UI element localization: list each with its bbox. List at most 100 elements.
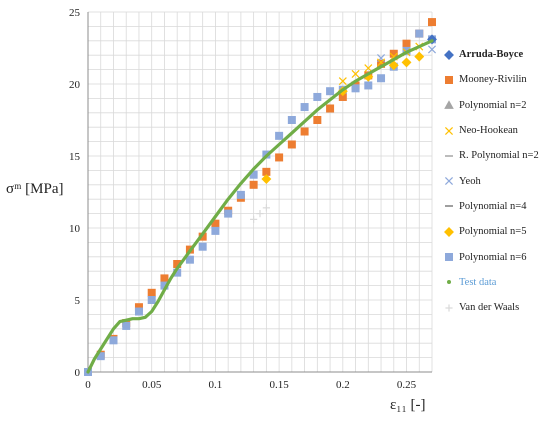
legend-label: Neo-Hookean	[459, 125, 518, 137]
data-point-polynomial-n-6	[109, 336, 118, 345]
y-tick-label: 10	[69, 223, 81, 235]
y-axis-label: σᵐ [MPa]	[6, 181, 64, 197]
data-point-polynomial-n-5	[414, 51, 425, 62]
data-point-polynomial-n-6	[249, 170, 258, 179]
y-tick-label: 25	[69, 7, 81, 19]
legend-item: R. Polynomial n=2	[442, 143, 550, 168]
data-point-mooney-rivilin	[198, 232, 207, 241]
data-point-polynomial-n-6	[224, 209, 233, 218]
legend-label: Polynomial n=5	[459, 226, 527, 238]
data-point-van-der-waals	[250, 215, 258, 223]
legend-item: Polynomial n=6	[442, 244, 550, 269]
y-tick-label: 20	[69, 79, 81, 91]
data-point-mooney-rivilin	[147, 288, 156, 297]
data-point-mooney-rivilin	[326, 104, 335, 113]
data-point-mooney-rivilin	[338, 92, 347, 101]
legend-label: Polynomial n=6	[459, 251, 527, 263]
legend-label: Test data	[459, 276, 497, 288]
data-point-mooney-rivilin	[300, 127, 309, 136]
legend-marker-triangle	[444, 100, 454, 110]
tick-labels: 0 0.05 0.1 0.15 0.2 0.25 0 5 10 15 20 25	[69, 7, 417, 391]
data-point-polynomial-n-6	[275, 131, 284, 140]
legend-label: Yeoh	[459, 175, 481, 187]
data-point-mooney-rivilin	[428, 18, 436, 27]
axes	[87, 12, 432, 373]
data-point-polynomial-n-6	[377, 74, 386, 83]
legend-item: Polynomial n=4	[442, 194, 550, 219]
legend-marker-square	[445, 75, 453, 84]
data-point-mooney-rivilin	[173, 260, 182, 268]
data-point-neo-hookean	[364, 64, 373, 73]
legend-marker-icon	[442, 48, 456, 62]
x-tick-label: 0.05	[142, 379, 162, 391]
data-point-mooney-rivilin	[287, 140, 296, 149]
legend-item: Van der Waals	[442, 295, 550, 320]
data-point-van-der-waals	[262, 204, 270, 212]
data-point-polynomial-n-6	[198, 242, 207, 251]
data-point-mooney-rivilin	[211, 219, 220, 228]
legend-marker-diamond	[444, 49, 454, 60]
legend-item: Arruda-Boyce	[442, 42, 550, 67]
data-point-mooney-rivilin	[275, 153, 284, 162]
data-point-mooney-rivilin	[134, 303, 143, 312]
x-tick-label: 0.15	[269, 379, 289, 391]
y-tick-label: 15	[69, 151, 81, 163]
data-point-polynomial-n-6	[326, 87, 335, 96]
legend: Arruda-Boyce Mooney-Rivilin Polynomial n=2…	[442, 42, 550, 320]
legend-label: Van der Waals	[459, 302, 520, 314]
data-point-polynomial-n-6	[173, 268, 182, 277]
data-point-mooney-rivilin	[389, 49, 398, 58]
data-point-polynomial-n-5	[401, 57, 412, 68]
legend-marker-icon	[442, 98, 456, 112]
legend-marker-icon	[442, 225, 456, 239]
data-point-polynomial-n-6	[287, 116, 296, 124]
legend-item: Polynomial n=5	[442, 219, 550, 244]
data-point-polynomial-n-6	[364, 81, 373, 90]
legend-marker-square	[445, 253, 453, 262]
data-point-polynomial-n-6	[185, 255, 194, 264]
legend-marker-icon	[442, 275, 456, 289]
legend-item: Neo-Hookean	[442, 118, 550, 143]
x-tick-label: 0.2	[336, 379, 350, 391]
data-point-mooney-rivilin	[249, 180, 258, 189]
x-axis-label: ε₁₁ [-]	[390, 397, 426, 413]
legend-label: Polynomial n=2	[459, 99, 527, 111]
data-point-polynomial-n-6	[415, 29, 424, 38]
x-tick-label: 0	[85, 379, 91, 391]
data-point-polynomial-n-6	[160, 281, 169, 290]
legend-marker-x	[444, 126, 454, 135]
legend-item: Mooney-Rivilin	[442, 67, 550, 92]
y-tick-label: 0	[75, 367, 81, 379]
data-point-polynomial-n-6	[313, 92, 322, 101]
legend-marker-diamond	[444, 226, 454, 237]
legend-label: Polynomial n=4	[459, 200, 527, 212]
legend-marker-icon	[442, 301, 456, 315]
data-point-polynomial-n-6	[236, 190, 245, 199]
data-point-mooney-rivilin	[313, 116, 322, 124]
legend-item: Yeoh	[442, 168, 550, 193]
data-point-polynomial-n-6	[147, 296, 156, 304]
legend-label: Mooney-Rivilin	[459, 74, 527, 86]
legend-label: R. Polynomial n=2	[459, 150, 539, 162]
data-point-polynomial-n-6	[211, 226, 220, 235]
legend-marker-icon	[442, 174, 456, 188]
x-tick-label: 0.25	[397, 379, 417, 391]
data-point-polynomial-n-5	[363, 71, 374, 82]
data-point-polynomial-n-5	[388, 60, 399, 71]
data-point-polynomial-n-5	[261, 174, 272, 184]
legend-item: Polynomial n=2	[442, 93, 550, 118]
x-tick-label: 0.1	[209, 379, 223, 391]
data-point-van-der-waals	[256, 210, 264, 218]
data-point-polynomial-n-6	[300, 103, 309, 112]
data-point-polynomial-n-6	[96, 352, 105, 361]
data-point-mooney-rivilin	[160, 274, 169, 283]
data-point-polynomial-n-6	[134, 307, 143, 316]
series-line-test-data	[86, 39, 434, 374]
legend-marker-plus	[445, 304, 453, 312]
legend-marker-x	[444, 177, 454, 186]
data-point-mooney-rivilin	[402, 39, 411, 48]
data-marks	[84, 18, 437, 376]
legend-marker-icon	[442, 250, 456, 264]
legend-marker-icon	[442, 73, 456, 87]
data-point-mooney-rivilin	[377, 59, 386, 68]
